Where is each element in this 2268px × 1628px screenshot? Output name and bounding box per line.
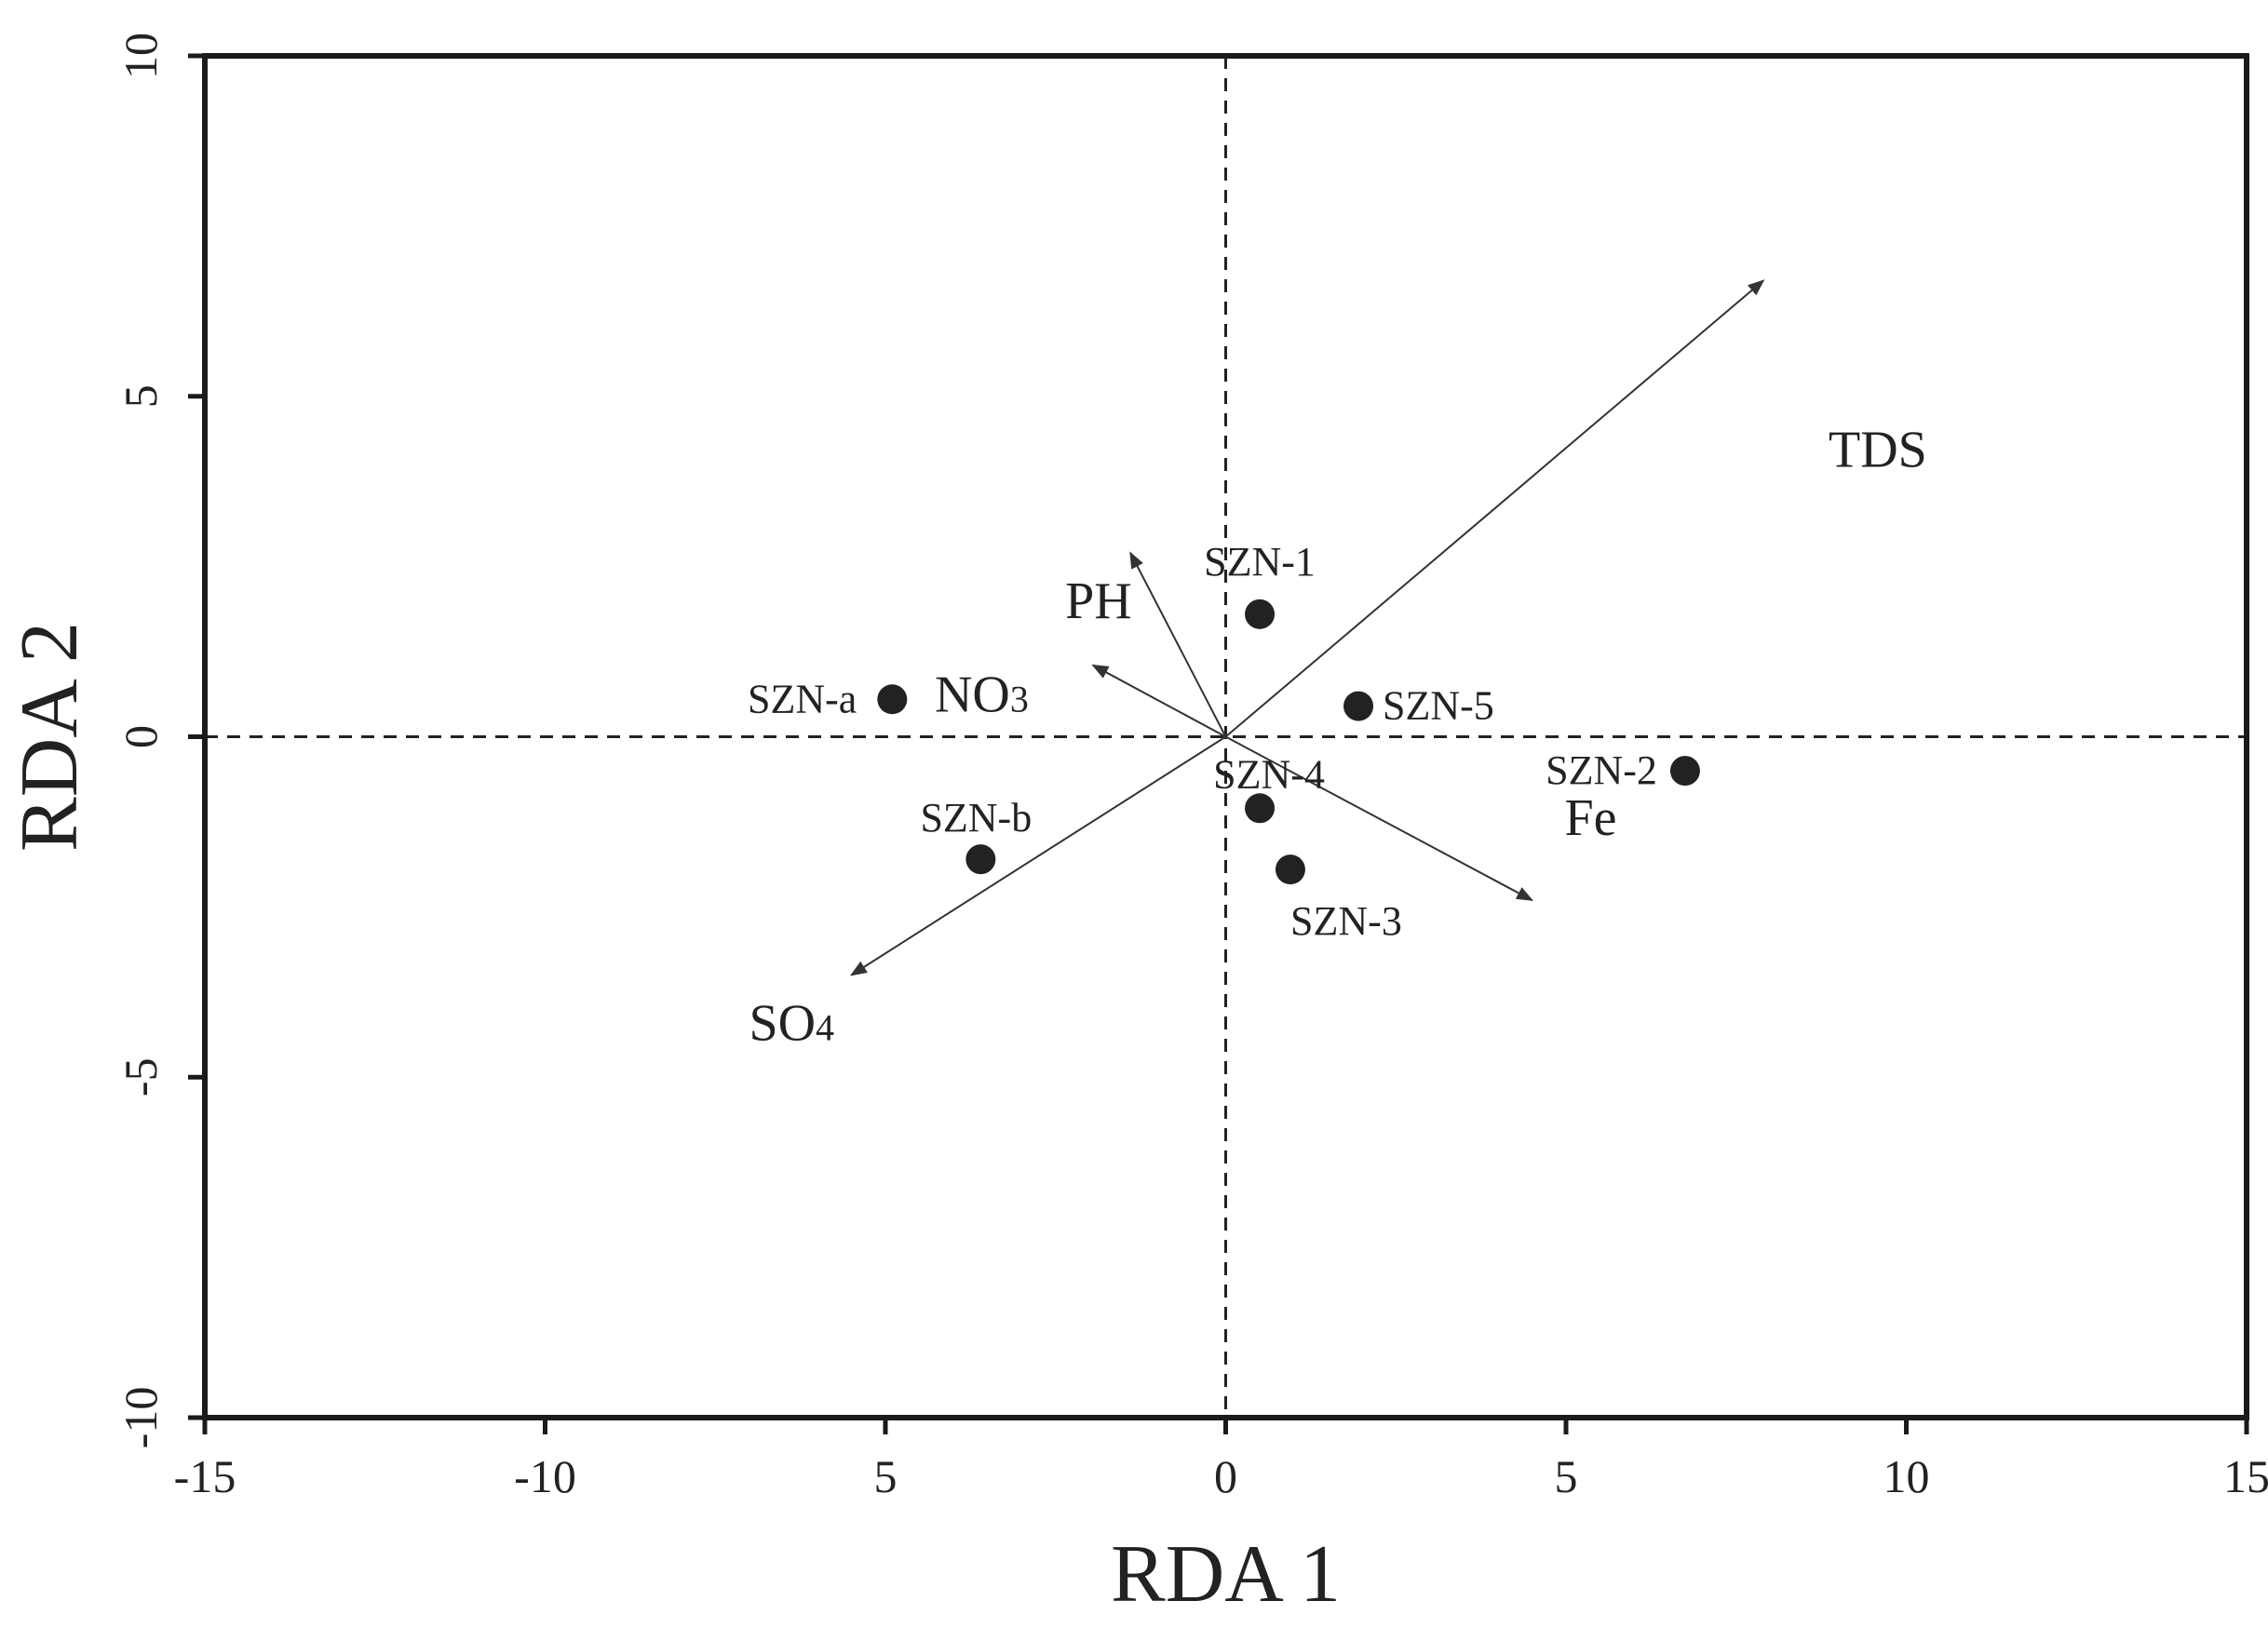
- vector-no3: [1091, 664, 1226, 738]
- site-label: SZN-5: [1383, 683, 1494, 729]
- x-tick-label: 0: [1214, 1450, 1237, 1502]
- plot-frame: [202, 53, 2249, 1420]
- x-tick-label: 15: [2223, 1450, 2268, 1502]
- site-point: [1275, 854, 1305, 885]
- vector-ph: [1129, 551, 1227, 737]
- vector-fe: [1225, 735, 1534, 901]
- site-point: [1343, 691, 1374, 721]
- vector-label-so4: SO4: [749, 995, 834, 1053]
- site-label: SZN-b: [920, 795, 1032, 841]
- x-tick-label: 5: [874, 1450, 898, 1502]
- site-point: [965, 844, 996, 875]
- vector-tds: [1224, 279, 1765, 738]
- vector-label-ph: PH: [1065, 572, 1132, 630]
- x-axis-title: RDA 1: [1111, 1529, 1341, 1620]
- site-label: SZN-a: [748, 676, 857, 721]
- site-label: SZN-1: [1204, 539, 1316, 585]
- vector-so4: [849, 735, 1227, 976]
- site-label: SZN-4: [1213, 751, 1325, 797]
- site-label: SZN-3: [1290, 898, 1402, 944]
- x-tick-label: -15: [174, 1450, 236, 1502]
- site-point: [1669, 756, 1700, 787]
- site-point: [1245, 599, 1276, 629]
- site-point: [1245, 793, 1276, 824]
- x-tick-label: -10: [514, 1450, 576, 1502]
- y-tick-label: -10: [115, 1387, 167, 1449]
- y-tick-label: -5: [115, 1057, 167, 1097]
- y-axis-title: RDA 2: [5, 622, 95, 852]
- x-tick-label: 10: [1883, 1450, 1930, 1502]
- vector-label-fe: Fe: [1564, 789, 1616, 847]
- y-tick-label: 10: [115, 33, 167, 79]
- site-label: SZN-2: [1546, 747, 1657, 793]
- site-point: [877, 684, 908, 715]
- site-points: SZN-1 SZN-a SZN-5 SZN-2 SZN-4 SZN-b SZN-3: [748, 539, 1700, 944]
- y-tick-label: 5: [115, 384, 167, 408]
- vector-label-no3: NO3: [935, 666, 1029, 724]
- x-tick-label: 5: [1555, 1450, 1578, 1502]
- y-tick-label: 0: [115, 725, 167, 748]
- vector-label-tds: TDS: [1829, 421, 1927, 478]
